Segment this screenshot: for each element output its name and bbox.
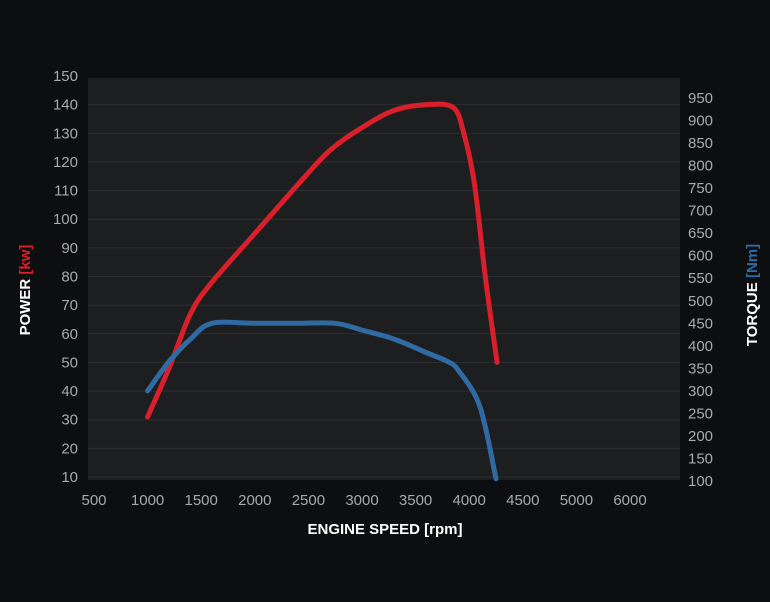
x-tick-label: 4500 <box>506 492 539 509</box>
left-tick-label: 110 <box>54 183 78 200</box>
right-axis-title-unit: [Nm] <box>744 244 761 278</box>
right-tick-label: 450 <box>688 315 713 332</box>
x-tick-label: 3500 <box>399 492 432 509</box>
left-axis-title: POWER [kw] <box>17 245 34 336</box>
right-tick-label: 800 <box>688 158 713 175</box>
x-tick-label: 500 <box>81 492 106 509</box>
x-tick-label: 4000 <box>453 492 486 509</box>
right-tick-label: 750 <box>688 180 713 197</box>
torque-series-line <box>145 319 499 482</box>
right-tick-label: 950 <box>688 90 713 107</box>
right-tick-label: 400 <box>688 338 713 355</box>
x-axis-title: ENGINE SPEED [rpm] <box>307 521 462 538</box>
right-tick-label: 550 <box>688 270 713 287</box>
left-tick-label: 150 <box>53 68 78 85</box>
left-tick-label: 10 <box>61 469 78 486</box>
left-tick-label: 80 <box>61 269 78 286</box>
series-lines <box>145 101 500 482</box>
right-tick-label: 650 <box>688 225 713 242</box>
right-tick-label: 500 <box>688 293 713 310</box>
left-tick-label: 20 <box>61 440 78 457</box>
left-tick-label: 70 <box>61 297 78 314</box>
right-tick-label: 700 <box>688 203 713 220</box>
left-tick-label: 120 <box>53 154 78 171</box>
left-tick-label: 60 <box>61 326 78 343</box>
right-tick-label: 150 <box>688 450 713 467</box>
x-tick-label: 2500 <box>292 492 325 509</box>
left-axis-title-unit: [kw] <box>17 245 34 275</box>
left-tick-label: 30 <box>61 412 78 429</box>
right-tick-label: 100 <box>688 473 713 490</box>
right-axis-title-main: TORQUE <box>744 282 761 346</box>
x-tick-label: 3000 <box>345 492 378 509</box>
x-tick-label: 1500 <box>185 492 218 509</box>
right-tick-label: 850 <box>688 135 713 152</box>
left-axis-title-main: POWER <box>17 279 34 336</box>
left-tick-label: 100 <box>53 211 78 228</box>
right-y-ticks: 100 150 200 250 300 350 400 450 500 550 600 650 700 7… <box>688 90 713 490</box>
x-tick-label: 2000 <box>238 492 271 509</box>
x-tick-label: 6000 <box>613 492 646 509</box>
left-tick-label: 140 <box>53 97 78 114</box>
plot-area <box>88 78 680 480</box>
x-tick-label: 1000 <box>131 492 164 509</box>
right-tick-label: 250 <box>688 405 713 422</box>
left-tick-label: 130 <box>53 125 78 142</box>
left-tick-label: 40 <box>61 383 78 400</box>
x-axis-ticks: 500 1000 1500 2000 2500 3000 3500 4000 4500 5000 6… <box>81 492 646 509</box>
left-y-ticks: 10 20 30 40 50 60 70 80 90 100 110 120 130 140 150 <box>53 68 78 486</box>
right-axis-title: TORQUE [Nm] <box>744 244 761 346</box>
right-tick-label: 350 <box>688 360 713 377</box>
x-tick-label: 5000 <box>560 492 593 509</box>
left-tick-label: 50 <box>61 354 78 371</box>
power-series-line <box>145 101 500 420</box>
right-tick-label: 300 <box>688 383 713 400</box>
grid-lines <box>88 104 680 478</box>
right-tick-label: 900 <box>688 113 713 130</box>
right-tick-label: 200 <box>688 428 713 445</box>
left-tick-label: 90 <box>61 240 78 257</box>
right-tick-label: 600 <box>688 248 713 265</box>
